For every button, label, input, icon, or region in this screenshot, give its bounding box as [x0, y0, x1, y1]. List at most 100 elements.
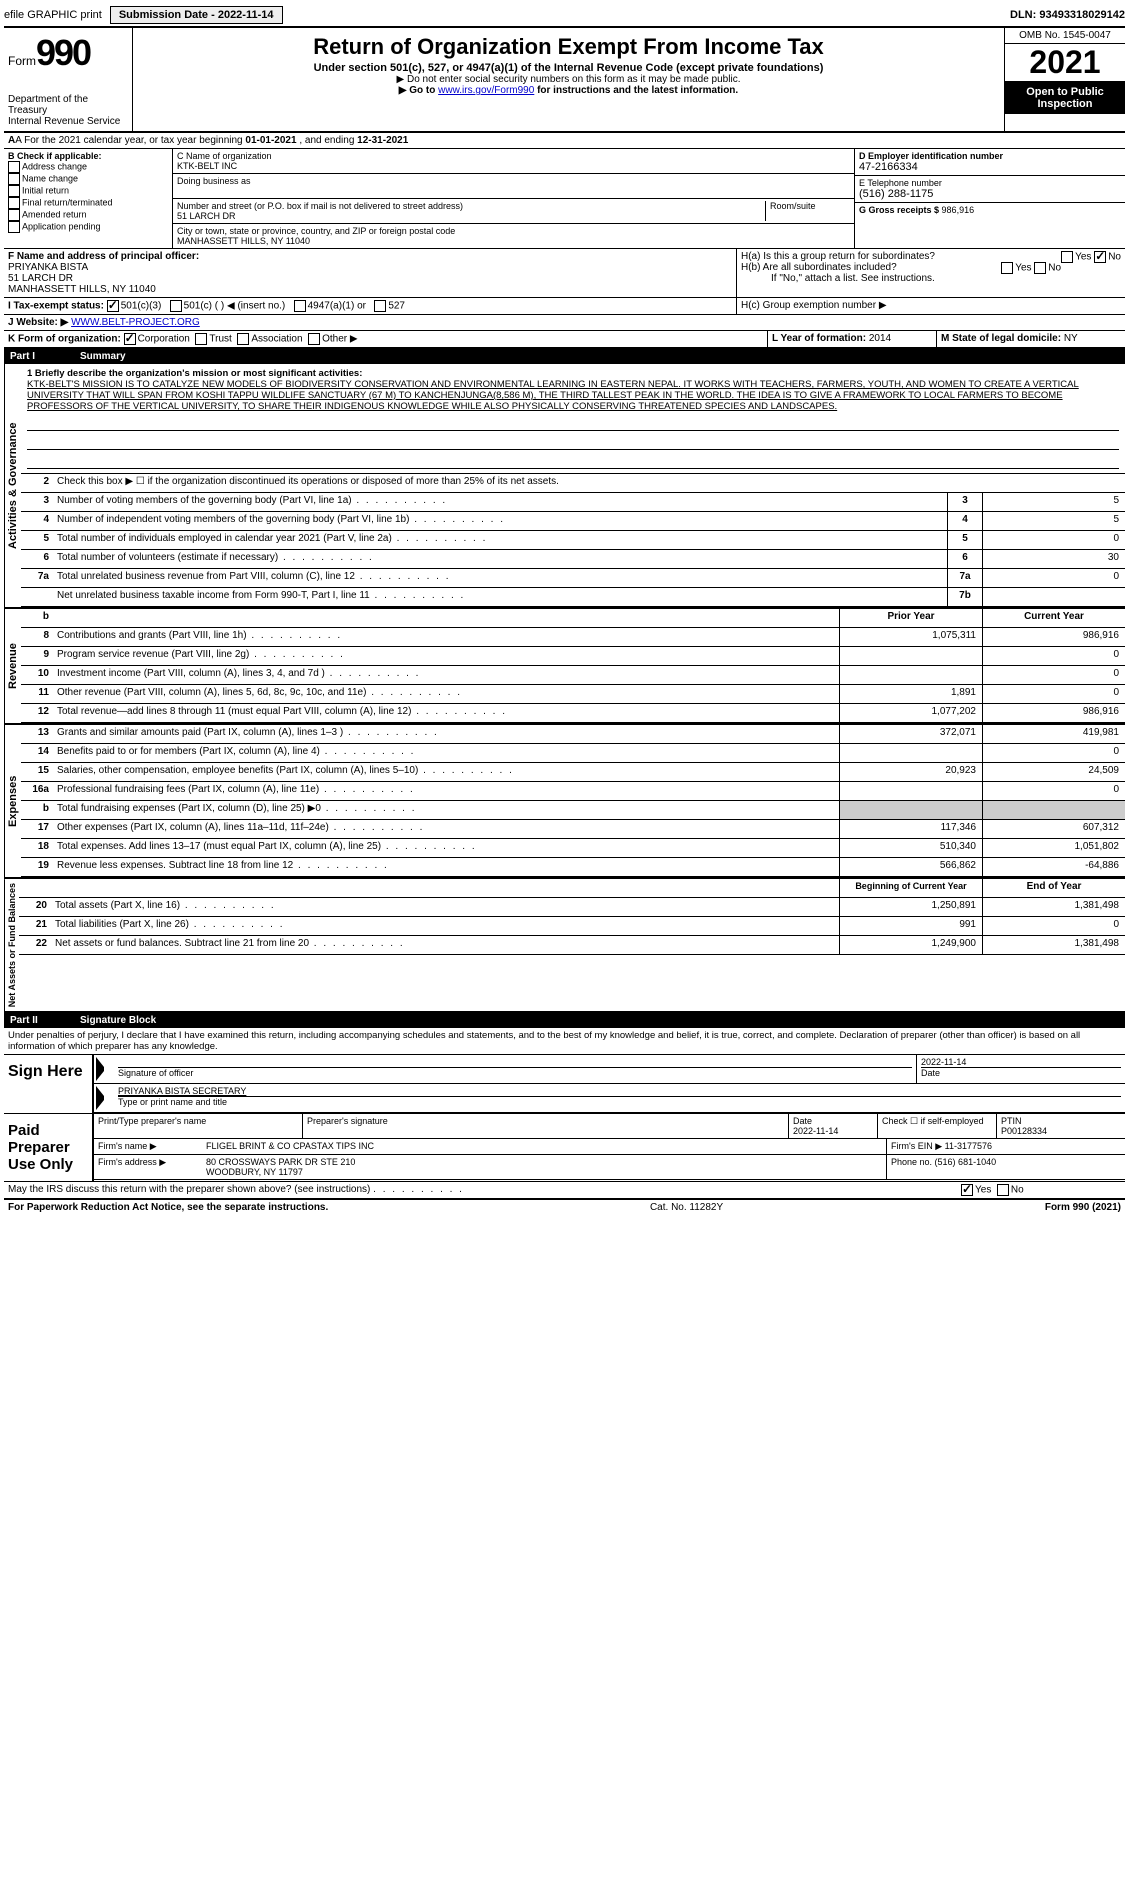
row-k-l-m: K Form of organization: Corporation Trus… — [4, 331, 1125, 349]
omb-number: OMB No. 1545-0047 — [1005, 28, 1125, 44]
corp-checkbox[interactable] — [124, 333, 136, 345]
rev-tab: Revenue — [4, 609, 21, 723]
org-name: KTK-BELT INC — [177, 161, 237, 171]
line-2: 2 Check this box ▶ ☐ if the organization… — [21, 474, 1125, 493]
527-checkbox[interactable] — [374, 300, 386, 312]
mission-text: KTK-BELT'S MISSION IS TO CATALYZE NEW MO… — [27, 379, 1079, 412]
table-row: 7aTotal unrelated business revenue from … — [21, 569, 1125, 588]
table-row: 18Total expenses. Add lines 13–17 (must … — [21, 839, 1125, 858]
irs-link[interactable]: www.irs.gov/Form990 — [438, 85, 534, 96]
table-row: 11Other revenue (Part VIII, column (A), … — [21, 685, 1125, 704]
table-row: 6Total number of volunteers (estimate if… — [21, 550, 1125, 569]
table-row: 13Grants and similar amounts paid (Part … — [21, 725, 1125, 744]
row-a-tax-year: AA For the 2021 calendar year, or tax ye… — [4, 133, 1125, 149]
subtitle-3: ▶ Go to www.irs.gov/Form990 for instruct… — [141, 85, 996, 96]
col-d-e-g: D Employer identification number47-21663… — [854, 149, 1125, 248]
application-pending-checkbox[interactable] — [8, 221, 20, 233]
discuss-yes-checkbox[interactable] — [961, 1184, 973, 1196]
table-row: 16aProfessional fundraising fees (Part I… — [21, 782, 1125, 801]
name-change-checkbox[interactable] — [8, 173, 20, 185]
ein: 47-2166334 — [859, 161, 918, 173]
table-row: 22Net assets or fund balances. Subtract … — [19, 936, 1125, 955]
table-row: 14Benefits paid to or for members (Part … — [21, 744, 1125, 763]
firm-ein: 11-3177576 — [945, 1141, 992, 1151]
org-address: 51 LARCH DR — [177, 211, 236, 221]
table-row: 20Total assets (Part X, line 16) 1,250,8… — [19, 898, 1125, 917]
tax-year: 2021 — [1005, 44, 1125, 82]
part-2-header: Part II Signature Block — [4, 1013, 1125, 1028]
final-return-checkbox[interactable] — [8, 197, 20, 209]
501c3-checkbox[interactable] — [107, 300, 119, 312]
phone: (516) 288-1175 — [859, 188, 933, 200]
officer-printed-name: PRIYANKA BISTA SECRETARY — [118, 1086, 246, 1096]
subtitle-1: Under section 501(c), 527, or 4947(a)(1)… — [141, 62, 996, 74]
h-b: H(b) Are all subordinates included? Yes … — [741, 262, 1121, 273]
table-row: 8Contributions and grants (Part VIII, li… — [21, 628, 1125, 647]
table-row: 3Number of voting members of the governi… — [21, 493, 1125, 512]
501c-checkbox[interactable] — [170, 300, 182, 312]
form-number: Form990 — [8, 32, 128, 74]
gov-tab: Activities & Governance — [4, 364, 21, 607]
table-row: bTotal fundraising expenses (Part IX, co… — [21, 801, 1125, 820]
hb-yes-checkbox[interactable] — [1001, 262, 1013, 274]
amended-return-checkbox[interactable] — [8, 209, 20, 221]
open-inspection: Open to Public Inspection — [1005, 82, 1125, 114]
dept-treasury: Department of the Treasury — [8, 94, 128, 116]
discuss-row: May the IRS discuss this return with the… — [4, 1182, 1125, 1199]
row-j: J Website: ▶ WWW.BELT-PROJECT.ORG — [4, 315, 1125, 331]
website-link[interactable]: WWW.BELT-PROJECT.ORG — [71, 317, 200, 328]
table-row: 4Number of independent voting members of… — [21, 512, 1125, 531]
col-c-org-info: C Name of organization KTK-BELT INC Doin… — [173, 149, 854, 248]
state-domicile: NY — [1064, 333, 1078, 344]
trust-checkbox[interactable] — [195, 333, 207, 345]
year-formation: 2014 — [869, 333, 891, 344]
table-row: 12Total revenue—add lines 8 through 11 (… — [21, 704, 1125, 723]
hb-no-checkbox[interactable] — [1034, 262, 1046, 274]
address-change-checkbox[interactable] — [8, 161, 20, 173]
form-title: Return of Organization Exempt From Incom… — [141, 34, 996, 60]
sig-arrow-icon — [96, 1086, 112, 1110]
submission-date-button[interactable]: Submission Date - 2022-11-14 — [110, 6, 283, 24]
row-f-h: F Name and address of principal officer:… — [4, 249, 1125, 298]
firm-phone: (516) 681-1040 — [935, 1157, 997, 1167]
table-row: 10Investment income (Part VIII, column (… — [21, 666, 1125, 685]
irs-label: Internal Revenue Service — [8, 116, 128, 127]
exp-tab: Expenses — [4, 725, 21, 877]
expenses-section: Expenses 13Grants and similar amounts pa… — [4, 725, 1125, 879]
table-row: 21Total liabilities (Part X, line 26) 99… — [19, 917, 1125, 936]
table-row: 15Salaries, other compensation, employee… — [21, 763, 1125, 782]
table-row: 5Total number of individuals employed in… — [21, 531, 1125, 550]
ptin: P00128334 — [1001, 1126, 1047, 1136]
efile-label: efile GRAPHIC print — [4, 9, 102, 21]
ha-yes-checkbox[interactable] — [1061, 251, 1073, 263]
paid-preparer-section: Paid Preparer Use Only Print/Type prepar… — [4, 1114, 1125, 1182]
gross-receipts: 986,916 — [942, 205, 975, 215]
form-header: Form990 Department of the Treasury Inter… — [4, 28, 1125, 133]
assoc-checkbox[interactable] — [237, 333, 249, 345]
officer-name: PRIYANKA BISTA — [8, 262, 88, 273]
h-a: H(a) Is this a group return for subordin… — [741, 251, 1121, 262]
h-c: H(c) Group exemption number ▶ — [736, 298, 1125, 314]
penalty-text: Under penalties of perjury, I declare th… — [4, 1028, 1125, 1055]
col-headers: b Prior Year Current Year — [21, 609, 1125, 628]
revenue-section: Revenue b Prior Year Current Year 8Contr… — [4, 609, 1125, 725]
discuss-no-checkbox[interactable] — [997, 1184, 1009, 1196]
activities-governance-section: Activities & Governance 1 Briefly descri… — [4, 364, 1125, 609]
4947-checkbox[interactable] — [294, 300, 306, 312]
col-b-checkboxes: B Check if applicable: Address change Na… — [4, 149, 173, 248]
table-row: 9Program service revenue (Part VIII, lin… — [21, 647, 1125, 666]
ha-no-checkbox[interactable] — [1094, 251, 1106, 263]
top-bar: efile GRAPHIC print Submission Date - 20… — [4, 4, 1125, 28]
sig-arrow-icon — [96, 1057, 112, 1081]
dln: DLN: 93493318029142 — [1010, 9, 1125, 21]
other-checkbox[interactable] — [308, 333, 320, 345]
sign-here-section: Sign Here Signature of officer 2022-11-1… — [4, 1055, 1125, 1114]
initial-return-checkbox[interactable] — [8, 185, 20, 197]
section-b-through-g: B Check if applicable: Address change Na… — [4, 149, 1125, 249]
row-i-hc: I Tax-exempt status: 501(c)(3) 501(c) ( … — [4, 298, 1125, 315]
na-col-headers: Beginning of Current Year End of Year — [19, 879, 1125, 898]
firm-name: FLIGEL BRINT & CO CPASTAX TIPS INC — [202, 1139, 887, 1154]
mission-block: 1 Briefly describe the organization's mi… — [21, 364, 1125, 474]
table-row: 17Other expenses (Part IX, column (A), l… — [21, 820, 1125, 839]
subtitle-2: ▶ Do not enter social security numbers o… — [141, 74, 996, 85]
